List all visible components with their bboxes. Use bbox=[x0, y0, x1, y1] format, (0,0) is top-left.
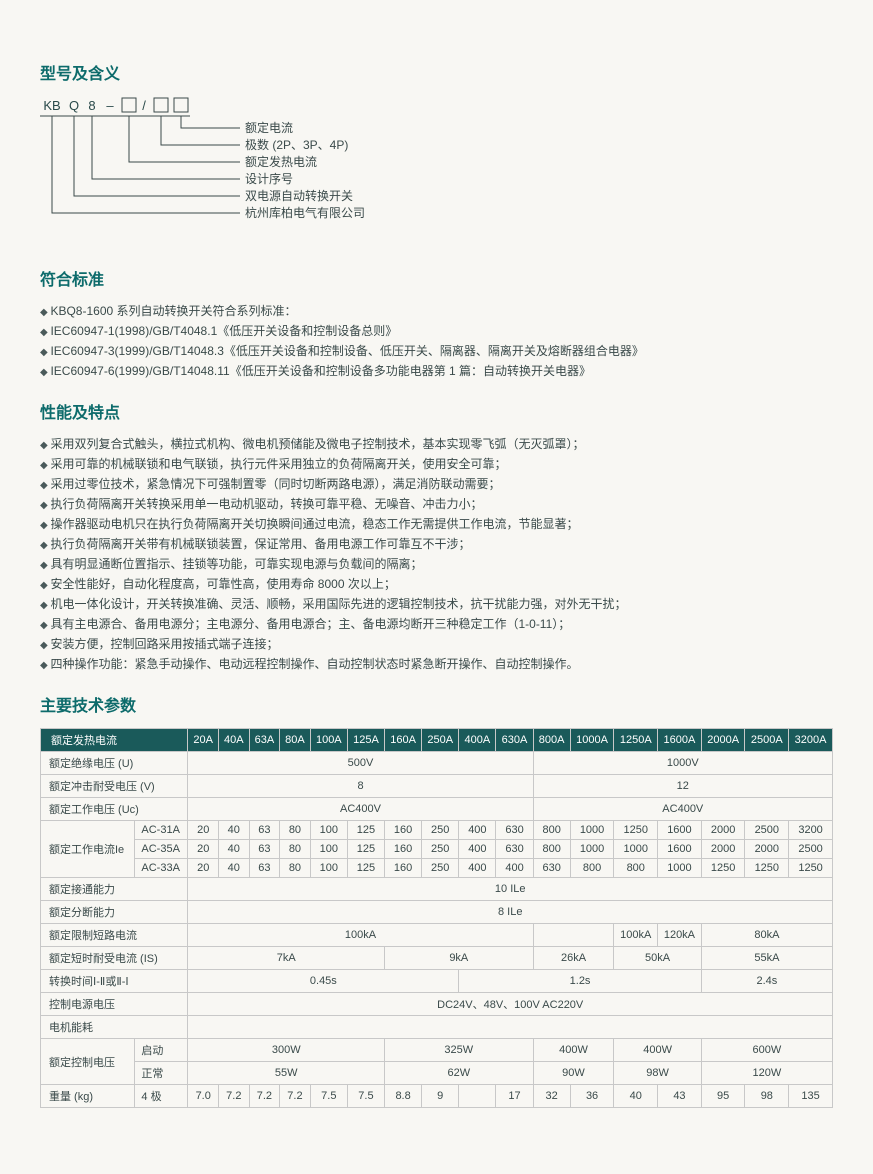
svg-text:设计序号: 设计序号 bbox=[245, 171, 293, 186]
svg-text:Q: Q bbox=[69, 98, 79, 113]
standards-item: IEC60947-1(1998)/GB/T4048.1《低压开关设备和控制设备总… bbox=[40, 322, 833, 339]
svg-text:–: – bbox=[106, 98, 114, 113]
model-diagram: KB Q 8 – / 额定电流 极数 (2P、3 bbox=[40, 96, 460, 246]
feature-item: 具有明显通断位置指示、挂锁等功能，可靠实现电源与负载间的隔离； bbox=[40, 555, 833, 572]
svg-text:额定发热电流: 额定发热电流 bbox=[245, 154, 317, 169]
feature-item: 机电一体化设计，开关转换准确、灵活、顺畅，采用国际先进的逻辑控制技术，抗干扰能力… bbox=[40, 595, 833, 612]
features-title: 性能及特点 bbox=[40, 399, 833, 423]
specs-title: 主要技术参数 bbox=[40, 692, 833, 716]
features-list: 采用双列复合式触头，横拉式机构、微电机预储能及微电子控制技术，基本实现零飞弧（无… bbox=[40, 435, 833, 672]
standards-item: KBQ8-1600 系列自动转换开关符合系列标准： bbox=[40, 302, 833, 319]
svg-text:双电源自动转换开关: 双电源自动转换开关 bbox=[245, 188, 353, 203]
svg-text:杭州库柏电气有限公司: 杭州库柏电气有限公司 bbox=[245, 205, 365, 220]
svg-text:极数 (2P、3P、4P): 极数 (2P、3P、4P) bbox=[245, 137, 348, 152]
feature-item: 具有主电源合、备用电源分；主电源分、备用电源合；主、备电源均断开三种稳定工作（1… bbox=[40, 615, 833, 632]
model-decode: KB Q 8 – / 额定电流 极数 (2P、3 bbox=[40, 96, 833, 246]
svg-text:/: / bbox=[142, 98, 146, 113]
svg-text:KB: KB bbox=[43, 98, 60, 113]
feature-item: 安全性能好，自动化程度高，可靠性高，使用寿命 8000 次以上； bbox=[40, 575, 833, 592]
svg-text:额定电流: 额定电流 bbox=[245, 120, 293, 135]
standards-list: KBQ8-1600 系列自动转换开关符合系列标准： IEC60947-1(1998… bbox=[40, 302, 833, 379]
feature-item: 采用双列复合式触头，横拉式机构、微电机预储能及微电子控制技术，基本实现零飞弧（无… bbox=[40, 435, 833, 452]
feature-item: 采用可靠的机械联锁和电气联锁，执行元件采用独立的负荷隔离开关，使用安全可靠； bbox=[40, 455, 833, 472]
svg-text:8: 8 bbox=[88, 98, 95, 113]
feature-item: 操作器驱动电机只在执行负荷隔离开关切换瞬间通过电流，稳态工作无需提供工作电流，节… bbox=[40, 515, 833, 532]
feature-item: 执行负荷隔离开关带有机械联锁装置，保证常用、备用电源工作可靠互不干涉； bbox=[40, 535, 833, 552]
feature-item: 四种操作功能：紧急手动操作、电动远程控制操作、自动控制状态时紧急断开操作、自动控… bbox=[40, 655, 833, 672]
standards-title: 符合标准 bbox=[40, 266, 833, 290]
standards-item: IEC60947-6(1999)/GB/T14048.11《低压开关设备和控制设… bbox=[40, 362, 833, 379]
feature-item: 安装方便，控制回路采用按插式端子连接； bbox=[40, 635, 833, 652]
model-title: 型号及含义 bbox=[40, 60, 833, 84]
feature-item: 执行负荷隔离开关转换采用单一电动机驱动，转换可靠平稳、无噪音、冲击力小； bbox=[40, 495, 833, 512]
spec-table: 额定发热电流20A40A63A80A100A125A160A250A400A63… bbox=[40, 728, 833, 1108]
feature-item: 采用过零位技术，紧急情况下可强制置零（同时切断两路电源），满足消防联动需要； bbox=[40, 475, 833, 492]
standards-item: IEC60947-3(1999)/GB/T14048.3《低压开关设备和控制设备… bbox=[40, 342, 833, 359]
